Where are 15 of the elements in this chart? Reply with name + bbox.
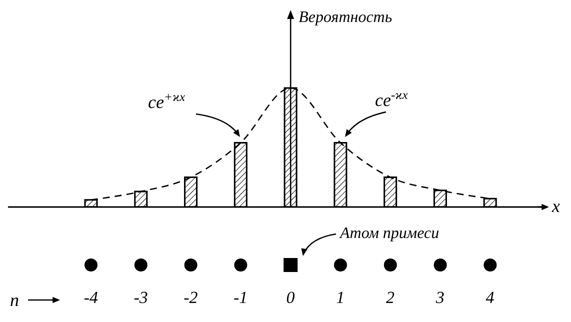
text: Атом примеси xyxy=(339,225,440,242)
y-axis-title: Вероятность xyxy=(298,9,392,26)
x-tick-label: 0 xyxy=(286,288,296,307)
x-tick-label: -4 xyxy=(84,288,99,307)
annotation: ce$^{+ϰx}$ xyxy=(148,90,186,112)
x-tick-label: -1 xyxy=(234,288,248,307)
x-tick-label: 2 xyxy=(386,288,396,307)
x-tick-label: -2 xyxy=(184,288,198,307)
x-tick-label: -3 xyxy=(134,288,148,307)
x-tick-label: 1 xyxy=(336,288,345,307)
x-tick-label: 3 xyxy=(434,288,444,307)
x-axis-title: x xyxy=(551,196,560,216)
x-tick-label: 4 xyxy=(486,288,495,307)
text: n xyxy=(10,290,19,310)
annotation: ce$^{-ϰx}$ xyxy=(375,88,408,110)
